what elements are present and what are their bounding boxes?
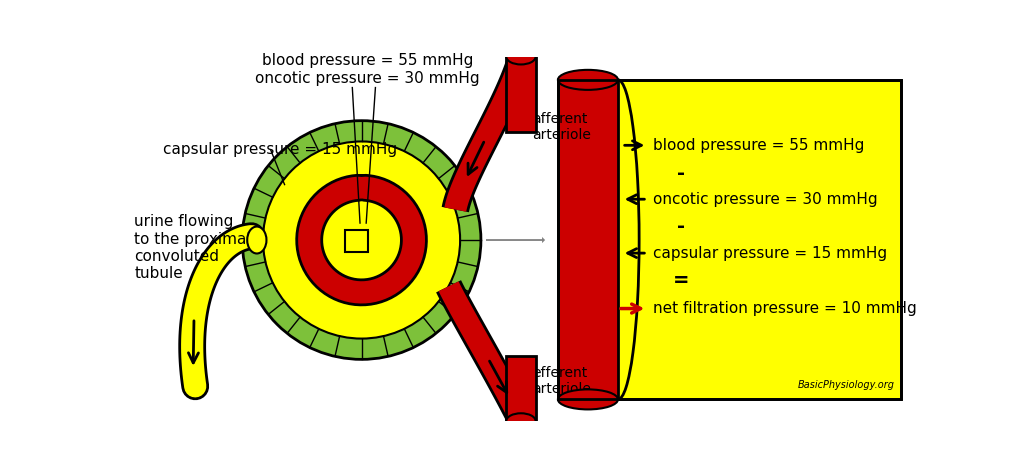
Text: oncotic pressure = 30 mmHg: oncotic pressure = 30 mmHg: [652, 192, 878, 207]
Text: urine flowing
to the proximal
convoluted
tubule: urine flowing to the proximal convoluted…: [134, 214, 251, 281]
Text: -: -: [677, 164, 685, 183]
Text: afferent
arteriole: afferent arteriole: [532, 112, 592, 142]
Text: =: =: [673, 272, 689, 290]
Ellipse shape: [558, 389, 617, 410]
Bar: [506, 356, 536, 421]
Bar: [506, 57, 536, 132]
Bar: [558, 80, 900, 399]
Text: capsular pressure = 15 mmHg: capsular pressure = 15 mmHg: [652, 245, 887, 261]
Bar: [558, 80, 617, 399]
Text: BasicPhysiology.org: BasicPhysiology.org: [798, 380, 894, 390]
Text: -: -: [677, 218, 685, 236]
Text: oncotic pressure = 30 mmHg: oncotic pressure = 30 mmHg: [255, 71, 480, 86]
Ellipse shape: [247, 227, 266, 254]
Text: blood pressure = 55 mmHg: blood pressure = 55 mmHg: [262, 53, 473, 68]
Ellipse shape: [506, 413, 536, 429]
Bar: [345, 230, 368, 252]
Circle shape: [243, 121, 481, 359]
Bar: [558, 80, 900, 399]
Ellipse shape: [506, 49, 536, 64]
Text: blood pressure = 55 mmHg: blood pressure = 55 mmHg: [652, 138, 864, 153]
Text: capsular pressure = 15 mmHg: capsular pressure = 15 mmHg: [163, 142, 397, 158]
Text: efferent
arteriole: efferent arteriole: [532, 366, 592, 396]
Text: net filtration pressure = 10 mmHg: net filtration pressure = 10 mmHg: [652, 301, 916, 316]
Ellipse shape: [558, 70, 617, 90]
Circle shape: [263, 141, 460, 339]
